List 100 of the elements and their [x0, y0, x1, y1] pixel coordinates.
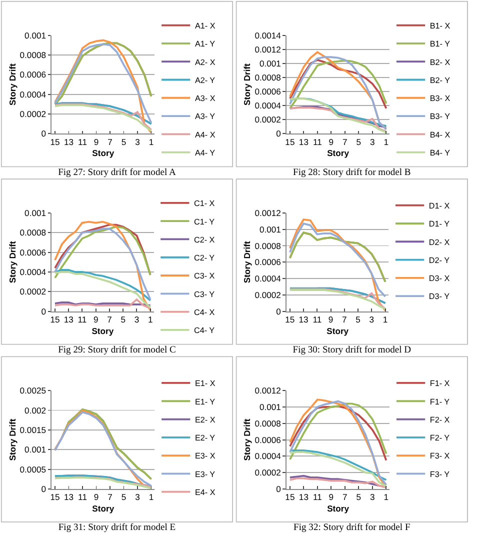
- y-tick-label: 0: [276, 128, 282, 139]
- y-tick-label: 0.002: [24, 405, 46, 416]
- x-tick-label: 7: [342, 136, 348, 147]
- y-tick-label: 0.0008: [254, 72, 282, 82]
- y-tick-label: 0.0006: [20, 70, 46, 80]
- y-tick-label: 0.0006: [254, 434, 282, 445]
- y-axis-title: Story Drift: [242, 63, 252, 106]
- y-tick-label: 0.001: [24, 444, 46, 455]
- x-tick-label: 1: [384, 136, 389, 147]
- x-tick-label: 1: [384, 492, 389, 502]
- y-tick-label: 0.0015: [20, 424, 46, 435]
- y-tick-label: 0.0004: [254, 274, 282, 284]
- y-tick-label: 0.0012: [254, 208, 282, 218]
- x-tick-label: 3: [134, 314, 140, 325]
- x-tick-label: 7: [342, 314, 348, 325]
- y-tick-label: 0.0004: [254, 451, 282, 462]
- x-tick-label: 7: [107, 314, 112, 325]
- x-tick-label: 13: [64, 314, 74, 325]
- y-tick-label: 0.0012: [254, 386, 282, 396]
- y-tick-label: 0.0006: [20, 247, 46, 258]
- x-tick-label: 5: [121, 136, 126, 147]
- x-tick-label: 9: [328, 314, 334, 325]
- x-tick-label: 5: [121, 492, 126, 502]
- y-tick-label: 0.001: [24, 208, 46, 218]
- x-tick-label: 15: [285, 314, 295, 325]
- y-tick-label: 0.0008: [254, 240, 282, 251]
- y-tick-label: 0.0008: [254, 418, 282, 428]
- y-tick-label: 0.001: [259, 224, 282, 234]
- y-tick-label: 0.0005: [20, 464, 46, 474]
- y-tick-label: 0.0004: [20, 266, 46, 277]
- y-tick-label: 0.0008: [20, 228, 46, 238]
- x-tick-label: 5: [120, 314, 126, 325]
- x-tick-label: 9: [94, 136, 99, 147]
- x-tick-label: 11: [78, 492, 88, 502]
- y-tick-label: 0.0006: [254, 257, 282, 268]
- y-tick-label: 0.0004: [20, 89, 46, 100]
- y-axis-title: Story Drift: [242, 241, 252, 284]
- x-tick-label: 5: [356, 314, 361, 325]
- x-tick-label: 9: [328, 492, 334, 502]
- x-tick-label: 11: [312, 492, 322, 502]
- y-tick-label: 0.0008: [20, 50, 46, 60]
- x-axis-title: Story: [92, 326, 114, 336]
- y-tick-label: 0: [41, 484, 46, 494]
- x-tick-label: 13: [298, 136, 309, 147]
- x-axis-title: Story: [327, 504, 350, 514]
- y-tick-label: 0.001: [259, 58, 282, 68]
- caption: Fig 32: Story drift for model F: [292, 522, 412, 534]
- x-tick-label: 7: [342, 492, 348, 502]
- x-tick-label: 3: [135, 492, 140, 502]
- y-tick-label: 0.0002: [254, 468, 282, 478]
- y-axis-title: Story Drift: [7, 241, 18, 284]
- x-tick-label: 13: [64, 136, 74, 147]
- x-tick-label: 1: [148, 314, 153, 325]
- x-tick-label: 11: [78, 314, 87, 325]
- x-tick-label: 9: [328, 136, 334, 147]
- x-tick-label: 13: [298, 314, 309, 325]
- x-tick-label: 9: [94, 492, 99, 502]
- x-tick-label: 13: [298, 492, 309, 502]
- x-axis-title: Story: [327, 148, 350, 158]
- y-tick-label: 0: [276, 306, 282, 316]
- caption: Fig 31: Story drift for model E: [57, 522, 177, 534]
- x-axis-title: Story: [92, 148, 114, 158]
- caption: Fig 29: Story drift for model C: [57, 344, 177, 356]
- x-tick-label: 15: [50, 492, 60, 502]
- x-tick-label: 7: [108, 492, 113, 502]
- y-tick-label: 0.0012: [254, 44, 282, 54]
- x-tick-label: 1: [382, 314, 388, 325]
- y-tick-label: 0.0014: [254, 30, 282, 40]
- x-tick-label: 3: [135, 136, 140, 147]
- x-tick-label: 15: [285, 492, 295, 502]
- y-axis-title: Story Drift: [7, 418, 18, 461]
- caption: Fig 27: Story drift for model A: [57, 167, 177, 179]
- y-axis-title: Story Drift: [7, 63, 18, 106]
- y-tick-label: 0.0006: [254, 86, 282, 97]
- x-tick-label: 5: [356, 492, 362, 502]
- y-tick-label: 0.0002: [20, 286, 46, 297]
- caption: Fig 30: Story drift for model D: [292, 344, 412, 356]
- y-axis-title: Story Drift: [242, 418, 252, 461]
- x-tick-label: 15: [285, 136, 295, 147]
- y-tick-label: 0.0002: [254, 114, 282, 125]
- x-tick-label: 15: [50, 136, 60, 147]
- x-tick-label: 7: [108, 136, 113, 147]
- caption: Fig 28: Story drift for model B: [292, 167, 412, 179]
- x-axis-title: Story: [92, 504, 114, 514]
- x-tick-label: 13: [64, 492, 74, 502]
- y-tick-label: 0.0002: [254, 290, 282, 300]
- x-tick-label: 1: [148, 492, 154, 502]
- y-tick-label: 0.001: [259, 402, 282, 412]
- y-tick-label: 0.001: [24, 30, 46, 40]
- y-tick-label: 0.0002: [20, 109, 46, 120]
- x-tick-label: 3: [370, 136, 376, 147]
- x-tick-label: 11: [312, 314, 322, 325]
- y-tick-label: 0: [41, 306, 46, 316]
- x-tick-label: 3: [369, 314, 374, 325]
- x-tick-label: 1: [148, 136, 154, 147]
- x-tick-label: 11: [312, 136, 322, 147]
- x-tick-label: 11: [78, 136, 88, 147]
- y-tick-label: 0.0004: [254, 100, 282, 111]
- y-tick-label: 0.0025: [20, 386, 46, 396]
- x-tick-label: 3: [370, 492, 376, 502]
